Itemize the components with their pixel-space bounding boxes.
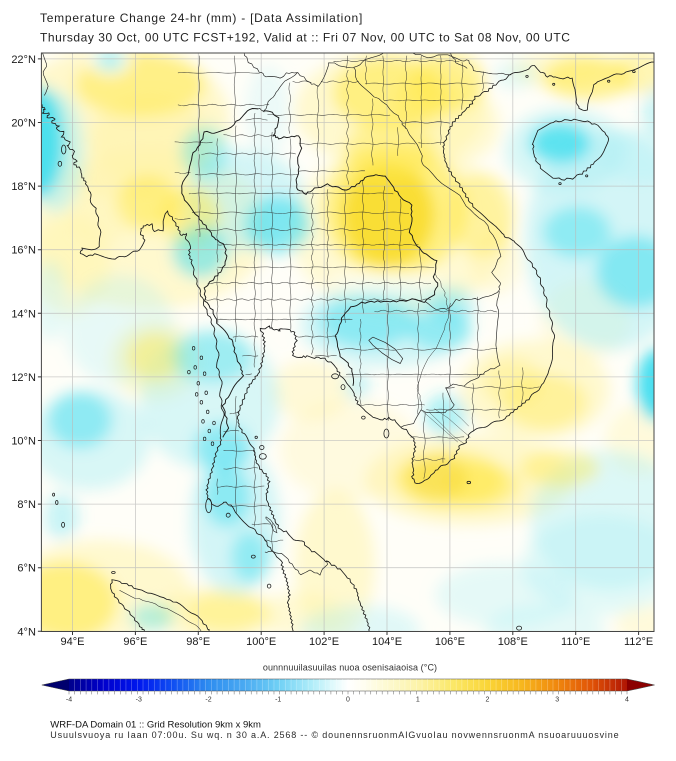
svg-text:104°E: 104°E <box>372 636 402 648</box>
svg-text:2: 2 <box>486 697 490 704</box>
svg-text:108°E: 108°E <box>498 636 528 648</box>
svg-text:14°N: 14°N <box>11 308 36 320</box>
svg-text:98°E: 98°E <box>186 636 210 648</box>
svg-text:1: 1 <box>416 697 420 704</box>
svg-text:100°E: 100°E <box>246 636 276 648</box>
svg-text:8°N: 8°N <box>17 499 36 511</box>
svg-text:110°E: 110°E <box>561 636 590 648</box>
svg-text:22°N: 22°N <box>11 54 36 66</box>
svg-text:-3: -3 <box>136 697 142 704</box>
svg-text:112°E: 112°E <box>624 636 653 648</box>
svg-text:106°E: 106°E <box>435 636 465 648</box>
svg-text:6°N: 6°N <box>17 563 36 575</box>
svg-text:4: 4 <box>625 697 629 704</box>
svg-text:18°N: 18°N <box>11 181 36 193</box>
svg-text:16°N: 16°N <box>11 245 36 257</box>
svg-text:3: 3 <box>555 697 559 704</box>
svg-text:20°N: 20°N <box>11 118 36 130</box>
svg-text:10°N: 10°N <box>11 436 36 448</box>
svg-text:96°E: 96°E <box>123 636 147 648</box>
svg-text:12°N: 12°N <box>11 372 36 384</box>
svg-text:Thursday 30 Oct, 00 UTC FCST+1: Thursday 30 Oct, 00 UTC FCST+192, Valid … <box>40 31 570 45</box>
svg-text:0: 0 <box>346 697 350 704</box>
svg-text:ounnnuuilasuuilas nuoa osenisa: ounnnuuilasuuilas nuoa osenisaiaoisa (°C… <box>263 663 437 673</box>
svg-text:102°E: 102°E <box>309 636 339 648</box>
svg-text:WRF-DA Domain 01 :: Grid Resol: WRF-DA Domain 01 :: Grid Resolution 9km … <box>50 720 261 731</box>
svg-text:-4: -4 <box>66 697 72 704</box>
svg-text:-1: -1 <box>275 697 281 704</box>
svg-text:Usuulsvuoya ru Iaan 07:00u. Su: Usuulsvuoya ru Iaan 07:00u. Su wq. n 30 … <box>50 730 619 740</box>
svg-text:Temperature Change 24-hr (mm): Temperature Change 24-hr (mm) - [Data As… <box>40 11 363 25</box>
svg-text:-2: -2 <box>205 697 211 704</box>
svg-text:4°N: 4°N <box>17 626 36 638</box>
svg-text:94°E: 94°E <box>61 636 85 648</box>
